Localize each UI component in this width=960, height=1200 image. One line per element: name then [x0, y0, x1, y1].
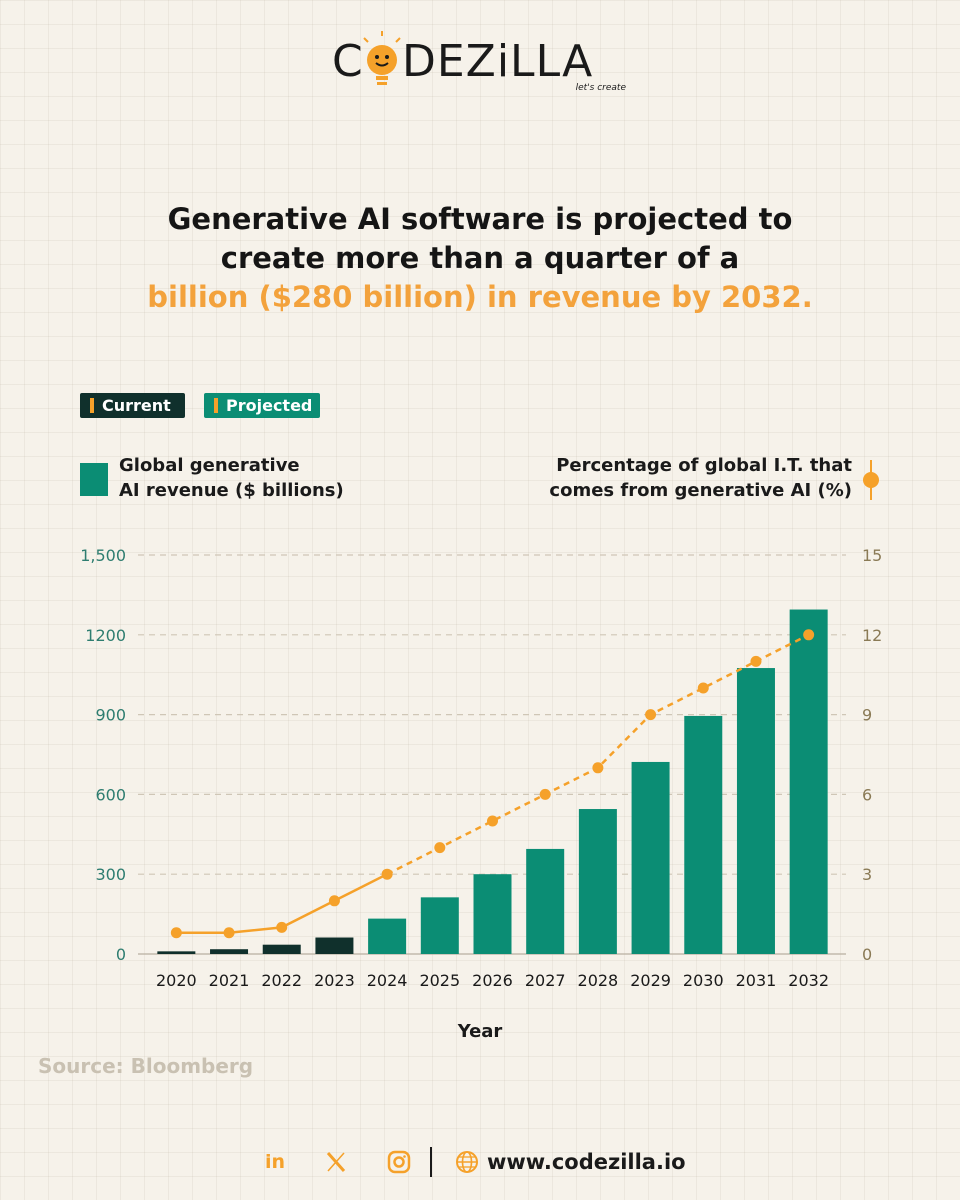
x-tick-label: 2020 [156, 971, 197, 990]
percentage-point [487, 815, 498, 827]
footer-divider [430, 1147, 432, 1177]
logo-text-c: C [332, 36, 363, 87]
x-tick-label: 2026 [472, 971, 513, 990]
percentage-legend-line-2: comes from generative AI (%) [549, 480, 852, 501]
left-tick-label: 1200 [85, 626, 126, 645]
logo-tagline: let's create [576, 83, 627, 93]
percentage-legend-label: Percentage of global I.T. that comes fro… [532, 453, 852, 503]
left-axis: 0 300 600 900 1200 1,500 [80, 546, 126, 964]
percentage-point [223, 927, 235, 939]
percentage-line [170, 629, 815, 939]
right-tick-label: 0 [862, 945, 872, 964]
left-tick-label: 1,500 [80, 546, 126, 565]
percentage-point [750, 655, 762, 667]
x-tick-label: 2021 [209, 971, 250, 990]
headline-line-1: Generative AI software is projected to [167, 202, 793, 236]
left-tick-label: 0 [116, 945, 126, 964]
source-note: Source: Bloomberg [38, 1054, 254, 1078]
revenue-bar [210, 949, 249, 954]
right-tick-label: 9 [862, 706, 872, 725]
website-link[interactable]: www.codezilla.io [487, 1150, 686, 1174]
revenue-bar [578, 809, 617, 954]
revenue-legend-line-1: Global generative [119, 455, 300, 476]
x-tick-label: 2023 [314, 971, 355, 990]
revenue-bar [684, 715, 723, 954]
revenue-bar [631, 761, 670, 954]
revenue-bar [368, 918, 407, 954]
percentage-legend-marker-icon [863, 460, 879, 500]
x-twitter-icon[interactable] [325, 1147, 347, 1177]
right-tick-label: 12 [862, 626, 882, 645]
footer: in www.codezilla.io [265, 1147, 735, 1177]
left-tick-label: 900 [95, 706, 126, 725]
percentage-point [645, 709, 657, 721]
percentage-point [592, 762, 604, 774]
x-axis-title: Year [457, 1021, 503, 1042]
x-axis: 2020 2021 2022 2023 2024 2025 2026 2027 2028 2029… [156, 971, 829, 990]
revenue-bar [473, 874, 512, 954]
linkedin-icon[interactable]: in [265, 1151, 286, 1173]
headline-line-2: create more than a quarter of a [220, 241, 740, 275]
revenue-legend-label: Global generative AI revenue ($ billions… [119, 453, 359, 503]
percentage-point [697, 682, 709, 694]
globe-icon [456, 1151, 478, 1173]
logo-text-rest: DEZiLLA [402, 36, 593, 87]
percentage-legend-line-1: Percentage of global I.T. that [556, 455, 852, 476]
percentage-point [328, 895, 340, 907]
percentage-point [276, 921, 288, 933]
projected-badge: Projected [204, 393, 320, 418]
codezilla-logo: C DEZiLLA let's create [332, 31, 627, 93]
percentage-point [170, 927, 182, 939]
revenue-legend-swatch [80, 463, 108, 496]
left-tick-label: 600 [95, 785, 126, 804]
percentage-point [803, 629, 815, 641]
percentage-point [539, 788, 551, 800]
revenue-bar [315, 937, 354, 954]
x-tick-label: 2027 [525, 971, 566, 990]
right-tick-label: 3 [862, 865, 872, 884]
revenue-bar [157, 951, 196, 954]
headline-line-3: billion ($280 billion) in revenue by 203… [147, 280, 813, 314]
right-axis: 0 3 6 9 12 15 [862, 546, 882, 964]
revenue-bar [420, 897, 459, 954]
revenue-legend-line-2: AI revenue ($ billions) [119, 480, 344, 501]
x-tick-label: 2030 [683, 971, 724, 990]
x-tick-label: 2029 [630, 971, 671, 990]
x-tick-label: 2025 [419, 971, 460, 990]
x-tick-label: 2024 [367, 971, 408, 990]
current-badge: Current [80, 393, 185, 418]
percentage-point [381, 868, 393, 880]
revenue-bar [736, 668, 775, 954]
left-tick-label: 300 [95, 865, 126, 884]
percentage-point [434, 842, 446, 854]
x-tick-label: 2031 [736, 971, 777, 990]
bars [157, 609, 828, 954]
revenue-bar [262, 944, 301, 954]
right-tick-label: 15 [862, 546, 882, 565]
revenue-bar [789, 609, 828, 954]
lightbulb-icon [363, 31, 401, 85]
right-tick-label: 6 [862, 785, 872, 804]
instagram-icon[interactable] [387, 1147, 411, 1177]
headline: Generative AI software is projected to c… [80, 200, 880, 317]
x-tick-label: 2032 [788, 971, 829, 990]
x-tick-label: 2028 [578, 971, 619, 990]
revenue-bar [526, 848, 565, 954]
x-tick-label: 2022 [261, 971, 302, 990]
